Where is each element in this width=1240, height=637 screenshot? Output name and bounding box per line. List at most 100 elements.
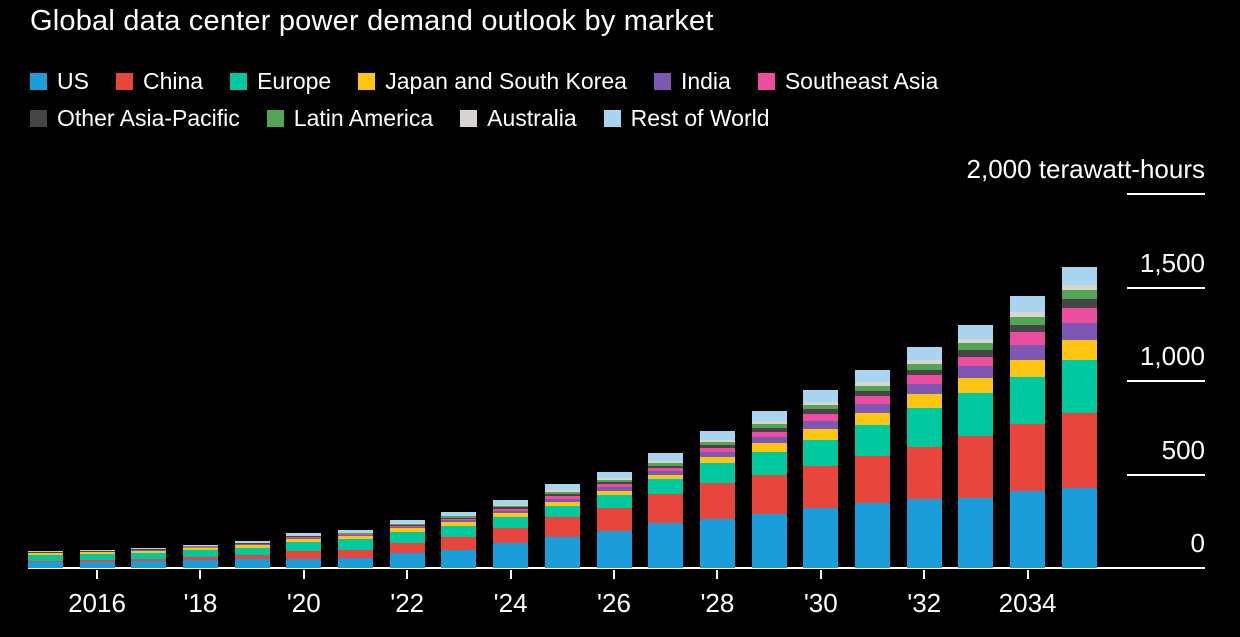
x-axis-tick-2022 xyxy=(406,570,409,579)
legend-row-1: US China Europe Japan and South Korea India S… xyxy=(30,68,938,94)
bar-segment-china xyxy=(596,507,632,531)
bar-2019[interactable] xyxy=(234,541,270,568)
x-axis-tick-2028 xyxy=(716,570,719,579)
legend-label: Europe xyxy=(257,67,332,94)
x-axis-label-2034: 2034 xyxy=(998,588,1057,618)
bar-segment-china xyxy=(648,494,684,524)
x-axis-tick-2030 xyxy=(819,570,822,579)
legend-swatch-japan-and-south-korea xyxy=(358,72,376,90)
bar-segment-other-asia-pacific xyxy=(906,369,942,376)
legend-swatch-china xyxy=(115,72,133,90)
bar-2025[interactable] xyxy=(544,484,580,568)
bar-segment-latin-america xyxy=(389,523,425,525)
bar-2017[interactable] xyxy=(131,547,167,568)
legend-item-southeast-asia[interactable]: Southeast Asia xyxy=(757,68,938,95)
bar-segment-us xyxy=(27,562,63,568)
x-axis-tick-2024 xyxy=(509,570,512,579)
bar-2023[interactable] xyxy=(441,511,477,568)
legend-item-us[interactable]: US xyxy=(30,68,89,95)
bar-segment-us xyxy=(544,537,580,568)
bar-segment-japan-and-south-korea xyxy=(234,545,270,548)
bar-segment-japan-and-south-korea xyxy=(596,490,632,495)
bar-segment-other-asia-pacific xyxy=(234,543,270,544)
bar-2018[interactable] xyxy=(182,544,218,568)
bar-2035[interactable] xyxy=(1061,266,1097,568)
bar-segment-europe xyxy=(1010,376,1046,425)
y-axis-label-1000: 1,000 xyxy=(1139,341,1205,371)
bar-segment-japan-and-south-korea xyxy=(803,428,839,440)
bar-segment-other-asia-pacific xyxy=(699,445,735,449)
bar-segment-rest-of-world xyxy=(648,453,684,462)
bar-segment-australia xyxy=(493,504,529,506)
legend-item-japan-and-south-korea[interactable]: Japan and South Korea xyxy=(358,68,627,95)
legend-item-rest-of-world[interactable]: Rest of World xyxy=(603,105,770,132)
bar-2024[interactable] xyxy=(493,499,529,568)
bar-segment-india xyxy=(803,420,839,429)
bar-segment-us xyxy=(131,561,167,568)
legend-item-australia[interactable]: Australia xyxy=(460,105,577,132)
bar-segment-us xyxy=(596,530,632,568)
bar-segment-japan-and-south-korea xyxy=(79,552,115,555)
bar-2022[interactable] xyxy=(389,520,425,568)
legend-item-china[interactable]: China xyxy=(115,68,203,95)
bar-segment-southeast-asia xyxy=(1061,307,1097,323)
legend-row-2: Other Asia-Pacific Latin America Australia… xyxy=(30,105,770,131)
y-axis-label-2000: 2,000 terawatt-hours xyxy=(966,154,1205,184)
bar-segment-china xyxy=(958,436,994,498)
bar-segment-australia xyxy=(958,338,994,344)
bar-segment-europe xyxy=(1061,359,1097,413)
bar-segment-latin-america xyxy=(286,535,322,537)
bar-segment-latin-america xyxy=(1010,316,1046,325)
x-axis-label-2026: '26 xyxy=(597,588,631,618)
legend-item-india[interactable]: India xyxy=(653,67,731,95)
bar-segment-rest-of-world xyxy=(493,499,529,505)
bar-2034[interactable] xyxy=(1010,295,1046,568)
bar-2016[interactable] xyxy=(79,549,115,568)
legend-item-latin-america[interactable]: Latin America xyxy=(266,104,434,132)
bar-segment-other-asia-pacific xyxy=(855,390,890,396)
bar-segment-japan-and-south-korea xyxy=(699,457,735,464)
bar-2015[interactable] xyxy=(27,551,63,568)
bar-segment-southeast-asia xyxy=(1010,331,1046,345)
legend-label: India xyxy=(680,67,731,94)
bar-segment-other-asia-pacific xyxy=(286,536,322,537)
bar-segment-us xyxy=(79,562,115,568)
bar-segment-china xyxy=(544,517,580,538)
bar-segment-australia xyxy=(1061,284,1097,291)
legend-item-europe[interactable]: Europe xyxy=(230,68,331,95)
bar-segment-latin-america xyxy=(648,463,684,466)
legend-swatch-australia xyxy=(460,109,478,127)
bar-segment-southeast-asia xyxy=(286,537,322,538)
bar-2030[interactable] xyxy=(803,390,839,568)
bar-2031[interactable] xyxy=(855,370,890,568)
bar-2032[interactable] xyxy=(906,346,942,568)
bar-2020[interactable] xyxy=(286,533,322,568)
bar-segment-southeast-asia xyxy=(855,395,890,404)
bar-segment-other-asia-pacific xyxy=(1010,324,1046,332)
bar-2021[interactable] xyxy=(338,529,373,568)
bar-segment-china xyxy=(699,482,735,519)
x-axis-tick-2016 xyxy=(96,570,98,579)
bar-segment-rest-of-world xyxy=(544,484,580,491)
bar-2033[interactable] xyxy=(958,324,994,568)
bar-segment-southeast-asia xyxy=(493,508,529,511)
bar-2027[interactable] xyxy=(648,453,684,568)
bar-2029[interactable] xyxy=(751,411,787,568)
bar-segment-australia xyxy=(389,523,425,524)
bar-segment-india xyxy=(286,537,322,539)
bar-2028[interactable] xyxy=(699,431,735,568)
bar-segment-southeast-asia xyxy=(338,534,373,536)
bar-segment-us xyxy=(699,519,735,568)
bar-segment-us xyxy=(751,513,787,568)
bar-segment-japan-and-south-korea xyxy=(751,443,787,453)
bar-segment-india xyxy=(338,535,373,537)
bar-2026[interactable] xyxy=(596,471,632,568)
bar-segment-india xyxy=(131,550,167,551)
legend-label: Latin America xyxy=(293,104,434,131)
bar-segment-latin-america xyxy=(338,532,373,534)
bar-segment-australia xyxy=(1010,311,1046,317)
bar-segment-us xyxy=(493,542,529,568)
legend-item-other-asia-pacific[interactable]: Other Asia-Pacific xyxy=(30,105,240,132)
bar-segment-latin-america xyxy=(441,516,477,518)
